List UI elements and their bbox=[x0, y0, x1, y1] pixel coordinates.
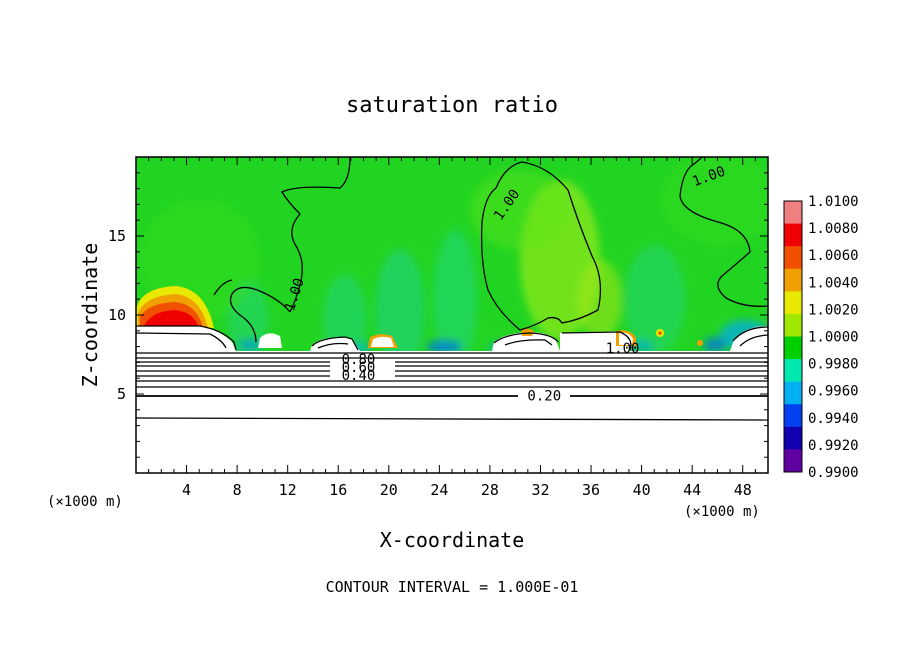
x-tick-label: 48 bbox=[734, 481, 752, 499]
x-tick-label: 24 bbox=[430, 481, 448, 499]
colorbar bbox=[783, 200, 803, 473]
contour-line bbox=[679, 166, 768, 307]
contour-line bbox=[732, 326, 768, 342]
colorbar-segment bbox=[784, 268, 802, 292]
supersaturation-maximum bbox=[136, 286, 214, 328]
colorbar-segment bbox=[784, 449, 802, 473]
colorbar-label: 0.9980 bbox=[808, 357, 859, 373]
colorbar-segment bbox=[784, 381, 802, 405]
colorbar-label: 1.0000 bbox=[808, 330, 859, 346]
x-tick-label: 28 bbox=[481, 481, 499, 499]
contour-line bbox=[739, 334, 768, 347]
y-tick-label: 5 bbox=[117, 385, 126, 403]
colorbar-segment bbox=[784, 291, 802, 315]
contour-line bbox=[493, 332, 559, 344]
y-tick-label: 10 bbox=[108, 306, 126, 324]
contour-line bbox=[229, 286, 291, 343]
tick-marks bbox=[136, 157, 768, 473]
colorbar-label: 1.0100 bbox=[808, 194, 859, 210]
colorbar-label: 0.9900 bbox=[808, 465, 859, 481]
colorbar-label: 1.0020 bbox=[808, 302, 859, 318]
contour-interval-note: CONTOUR INTERVAL = 1.000E-01 bbox=[326, 578, 579, 596]
contour-line bbox=[136, 325, 237, 351]
x-tick-label: 20 bbox=[380, 481, 398, 499]
colorbar-label: 0.9920 bbox=[808, 438, 859, 454]
plot-area: 1.00 1.00 1.00 1.00 0.80 0.60 0.40 0.20 bbox=[136, 157, 768, 473]
colorbar-segment bbox=[784, 359, 802, 383]
x-unit-left: (×1000 m) bbox=[47, 494, 123, 510]
x-tick-label: 12 bbox=[279, 481, 297, 499]
x-tick-label: 16 bbox=[329, 481, 347, 499]
contour-line bbox=[311, 336, 359, 351]
x-tick-labels: 4 8 12 16 20 24 28 32 36 40 44 48 bbox=[182, 481, 752, 499]
contour-line bbox=[136, 332, 227, 349]
colorbar-labels: 1.0100 1.0080 1.0060 1.0040 1.0020 1.000… bbox=[808, 194, 859, 481]
x-tick-label: 36 bbox=[582, 481, 600, 499]
x-axis-label: X-coordinate bbox=[380, 528, 525, 552]
colorbar-segment bbox=[784, 223, 802, 247]
contour-line bbox=[561, 331, 632, 351]
contour-label: 0.60 bbox=[342, 360, 376, 376]
x-tick-label: 4 bbox=[182, 481, 191, 499]
contour-line bbox=[317, 342, 349, 349]
y-axis-label: Z-coordinate bbox=[78, 243, 102, 388]
colorbar-label: 0.9960 bbox=[808, 384, 859, 400]
contour-label: 0.40 bbox=[342, 368, 376, 384]
colorbar-segment bbox=[784, 336, 802, 360]
y-tick-labels: 5 10 15 bbox=[108, 227, 126, 403]
contour-line bbox=[281, 157, 351, 313]
contour-line bbox=[213, 279, 233, 296]
colorbar-segment bbox=[784, 313, 802, 337]
colorbar-label: 1.0060 bbox=[808, 248, 859, 264]
colorbar-label: 1.0040 bbox=[808, 275, 859, 291]
colorbar-segment bbox=[784, 426, 802, 450]
x-tick-label: 40 bbox=[633, 481, 651, 499]
contour-label: 0.20 bbox=[527, 389, 561, 405]
x-tick-label: 44 bbox=[683, 481, 701, 499]
colorbar-frame bbox=[783, 200, 803, 473]
y-tick-label: 15 bbox=[108, 227, 126, 245]
colorbar-label: 0.9940 bbox=[808, 411, 859, 427]
contour-line bbox=[136, 417, 768, 421]
contour-lines bbox=[136, 157, 768, 421]
contour-label: 1.00 bbox=[606, 341, 640, 357]
chart-title: saturation ratio bbox=[346, 93, 558, 118]
colorbar-segment bbox=[784, 404, 802, 428]
x-tick-label: 8 bbox=[233, 481, 242, 499]
contour-line bbox=[480, 161, 602, 331]
colorbar-segment bbox=[784, 246, 802, 270]
x-unit-right: (×1000 m) bbox=[684, 504, 760, 520]
x-tick-label: 32 bbox=[531, 481, 549, 499]
colorbar-segment bbox=[784, 201, 802, 225]
contour-line bbox=[504, 339, 553, 346]
contour-label: 0.80 bbox=[342, 352, 376, 368]
colorbar-label: 1.0080 bbox=[808, 221, 859, 237]
